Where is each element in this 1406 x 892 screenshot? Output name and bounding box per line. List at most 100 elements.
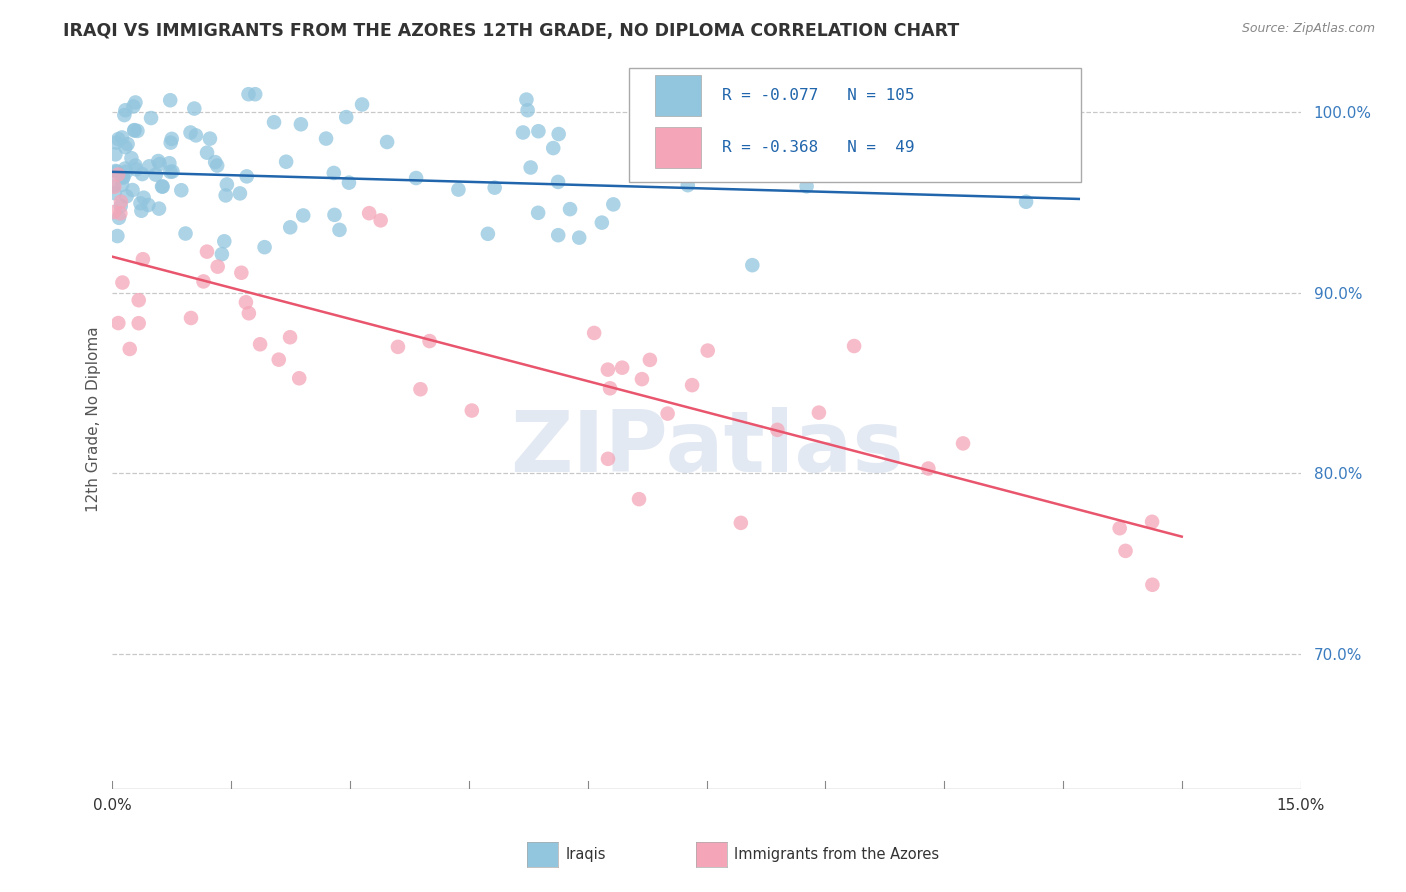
Point — [681, 378, 703, 392]
Point — [110, 199, 132, 213]
Point — [107, 132, 129, 146]
Point — [108, 211, 131, 225]
Point — [796, 179, 818, 194]
Point — [110, 206, 132, 220]
Point — [627, 492, 650, 507]
Point — [696, 343, 718, 358]
Point — [183, 102, 205, 116]
Point — [596, 451, 619, 466]
Point — [124, 123, 146, 137]
Point — [131, 167, 153, 181]
Point — [195, 244, 218, 259]
Text: Immigrants from the Azores: Immigrants from the Azores — [734, 847, 939, 862]
Point — [657, 407, 679, 421]
Point — [263, 115, 285, 129]
Point — [229, 186, 252, 201]
Point — [115, 164, 138, 178]
Point — [179, 126, 201, 140]
Point — [148, 154, 170, 169]
Point — [375, 135, 398, 149]
Point — [730, 516, 752, 530]
Point — [231, 266, 253, 280]
Point — [211, 247, 233, 261]
Point — [461, 403, 484, 417]
Point — [787, 167, 810, 181]
Point — [214, 235, 236, 249]
Point — [335, 110, 357, 124]
Point — [136, 198, 159, 212]
Point — [112, 108, 135, 122]
Point — [128, 316, 150, 330]
Point — [111, 130, 134, 145]
Point — [120, 151, 142, 165]
Point — [104, 147, 127, 161]
Point — [124, 159, 146, 173]
Point — [170, 183, 193, 197]
Point — [184, 128, 207, 143]
Point — [418, 334, 440, 348]
Point — [198, 131, 221, 145]
Point — [323, 208, 346, 222]
Point — [159, 136, 181, 150]
Point — [174, 227, 197, 241]
Point — [516, 103, 538, 118]
Point — [515, 93, 537, 107]
Point — [610, 360, 633, 375]
Point — [267, 352, 290, 367]
Point — [328, 223, 350, 237]
Point — [1015, 194, 1038, 209]
Point — [238, 306, 260, 320]
Point — [676, 178, 699, 193]
Point — [249, 337, 271, 351]
Point — [1115, 544, 1137, 558]
Point — [779, 158, 801, 172]
Text: Source: ZipAtlas.com: Source: ZipAtlas.com — [1241, 22, 1375, 36]
Point — [315, 131, 337, 145]
Point — [1108, 521, 1130, 535]
Point — [117, 137, 139, 152]
Point — [132, 191, 155, 205]
Text: R = -0.077   N = 105: R = -0.077 N = 105 — [721, 87, 914, 103]
Point — [110, 194, 132, 209]
Point — [122, 99, 145, 113]
Point — [105, 164, 128, 178]
Point — [159, 93, 181, 107]
Point — [152, 179, 174, 194]
Point — [243, 87, 266, 102]
Point — [322, 166, 344, 180]
Point — [205, 159, 228, 173]
Point — [150, 179, 173, 194]
Text: 15.0%: 15.0% — [1277, 798, 1324, 814]
Point — [127, 124, 149, 138]
Point — [1142, 578, 1164, 592]
Point — [527, 124, 550, 138]
Point — [114, 161, 136, 176]
Point — [114, 140, 136, 154]
Point — [132, 252, 155, 267]
Point — [253, 240, 276, 254]
Point — [235, 169, 257, 184]
Point — [952, 436, 974, 450]
Point — [447, 183, 470, 197]
Point — [278, 330, 301, 344]
Point — [591, 216, 613, 230]
Point — [602, 197, 624, 211]
Point — [131, 203, 153, 218]
Point — [519, 161, 541, 175]
Point — [157, 156, 180, 170]
Point — [631, 372, 654, 386]
Point — [477, 227, 499, 241]
Point — [159, 165, 181, 179]
Point — [103, 205, 125, 219]
Point — [405, 171, 427, 186]
Point — [162, 164, 184, 178]
Point — [292, 209, 315, 223]
Text: 0.0%: 0.0% — [93, 798, 132, 814]
Bar — [655, 127, 700, 168]
Point — [917, 461, 939, 475]
Text: R = -0.368   N =  49: R = -0.368 N = 49 — [721, 140, 914, 154]
Point — [359, 206, 381, 220]
Point — [484, 180, 506, 194]
Point — [149, 157, 172, 171]
Point — [105, 229, 128, 244]
